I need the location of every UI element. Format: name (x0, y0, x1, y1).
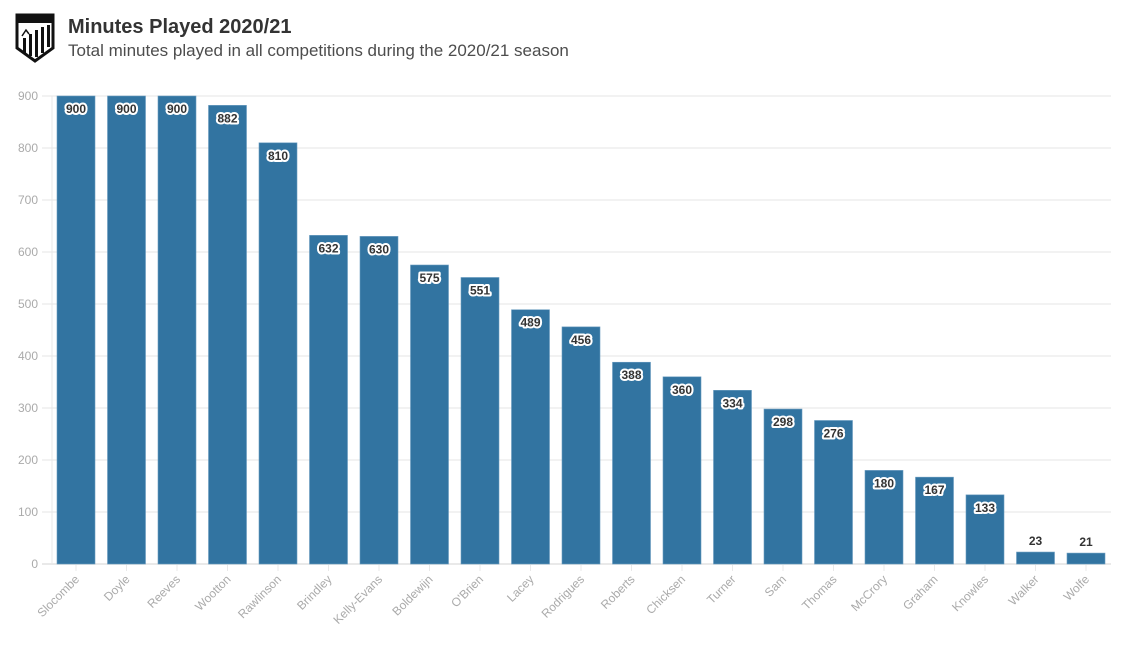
bar (56, 95, 96, 565)
bar (612, 361, 651, 565)
bar (864, 470, 904, 565)
x-tick-label: Thomas (799, 572, 840, 613)
data-label: 456 (571, 333, 591, 347)
data-labels: 900 900 900 882 810 632 630 575 551 489 456 388 360 3… (64, 100, 1093, 549)
y-tick-label: 200 (18, 453, 38, 467)
data-label: 900 (116, 102, 136, 116)
x-tick-label: Slocombe (34, 572, 82, 620)
y-tick-label: 100 (18, 505, 38, 519)
bar (258, 142, 298, 565)
x-axis: Slocombe Doyle Reeves Wootton Rawlinson Brind… (34, 565, 1092, 627)
bar (965, 494, 1005, 565)
bar (107, 95, 146, 565)
y-tick-label: 600 (18, 245, 38, 259)
bar (814, 420, 853, 565)
x-tick-label: Graham (900, 572, 941, 613)
bar (157, 95, 197, 565)
y-tick-label: 0 (31, 557, 38, 571)
x-tick-label: Wootton (192, 572, 233, 613)
chart-title: Minutes Played 2020/21 (68, 16, 292, 38)
bar (410, 264, 449, 565)
data-label: 489 (520, 316, 540, 330)
x-tick-label: Rodrigues (539, 572, 588, 621)
bar (662, 376, 702, 565)
bar (915, 476, 954, 565)
chart-header: Minutes Played 2020/21 Total minutes pla… (14, 12, 569, 64)
data-label: 575 (419, 271, 439, 285)
data-label: 388 (621, 368, 641, 382)
data-label: 551 (470, 283, 490, 297)
data-label: 360 (672, 383, 692, 397)
y-tick-label: 400 (18, 349, 38, 363)
bar (1016, 551, 1055, 565)
data-label: 133 (975, 501, 995, 515)
data-label: 900 (66, 102, 86, 116)
data-label: 167 (924, 483, 944, 497)
bar (208, 105, 247, 565)
data-label: 882 (217, 111, 237, 125)
data-label: 23 (1029, 534, 1043, 548)
bar (561, 326, 601, 565)
bar (309, 235, 348, 565)
y-tick-label: 300 (18, 401, 38, 415)
data-label: 334 (722, 396, 742, 410)
x-tick-label: Brindley (294, 572, 335, 613)
data-label: 21 (1079, 535, 1093, 549)
data-label: 276 (823, 426, 843, 440)
x-tick-label: McCrory (848, 572, 890, 614)
y-tick-label: 500 (18, 297, 38, 311)
y-tick-label: 700 (18, 193, 38, 207)
x-tick-label: Chicksen (643, 572, 688, 617)
data-label: 632 (318, 241, 338, 255)
bar (359, 236, 399, 565)
bars (56, 95, 1106, 565)
x-tick-label: Boldewijn (389, 572, 435, 618)
y-tick-label: 800 (18, 141, 38, 155)
x-tick-label: Turner (704, 572, 739, 607)
bar (511, 309, 550, 565)
x-tick-label: Wolfe (1061, 572, 1093, 604)
data-label: 900 (167, 102, 187, 116)
x-tick-label: Walker (1006, 572, 1042, 608)
data-label: 298 (773, 415, 793, 429)
y-tick-label: 900 (18, 89, 38, 103)
chart-subtitle: Total minutes played in all competitions… (68, 41, 569, 60)
data-label: 180 (874, 476, 894, 490)
club-crest-icon (15, 13, 55, 63)
bar (713, 390, 752, 565)
x-tick-label: Reeves (144, 572, 183, 611)
x-tick-label: Roberts (598, 572, 638, 612)
x-tick-label: O'Brien (448, 572, 486, 610)
bar (763, 408, 803, 565)
x-tick-label: Doyle (101, 572, 133, 604)
data-label: 630 (369, 242, 389, 256)
x-tick-label: Sam (762, 572, 789, 599)
data-label: 810 (268, 149, 288, 163)
y-axis: 0 100 200 300 400 500 600 700 800 900 (18, 89, 38, 571)
x-tick-label: Knowles (949, 572, 991, 614)
x-tick-label: Kelly-Evans (330, 572, 385, 627)
bar (1066, 552, 1106, 565)
bar (460, 277, 500, 565)
x-tick-label: Rawlinson (235, 572, 284, 621)
x-tick-label: Lacey (504, 572, 537, 605)
